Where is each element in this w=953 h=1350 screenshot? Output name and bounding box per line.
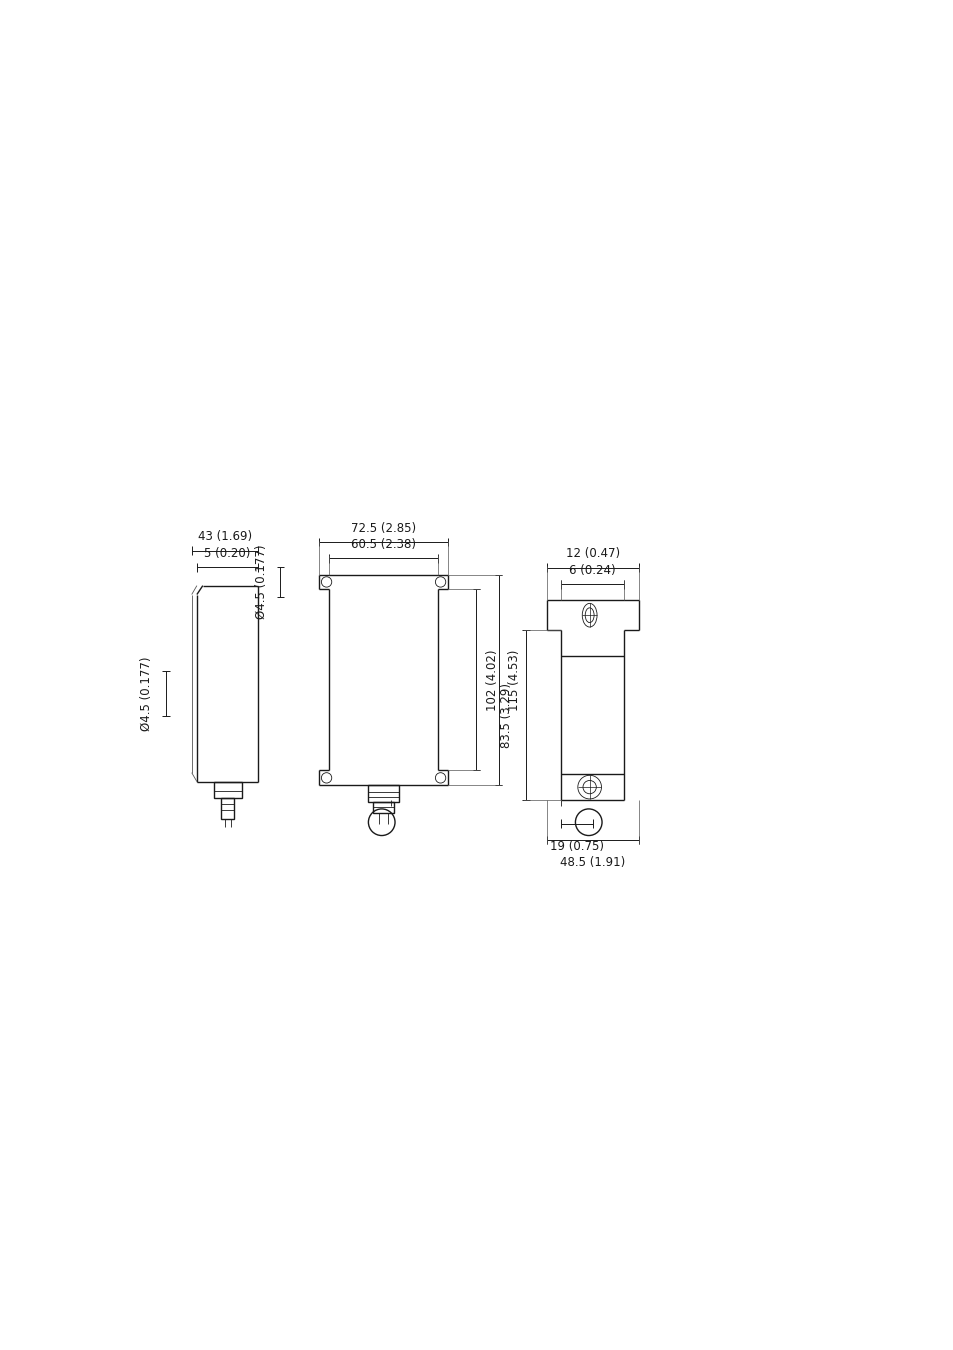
Bar [368,786,398,802]
Bar [373,802,394,813]
Text: 19 (0.75): 19 (0.75) [550,840,603,853]
Text: 6 (0.24): 6 (0.24) [569,564,616,576]
Text: 83.5 (3.29): 83.5 (3.29) [499,683,513,748]
Text: 5 (0.20): 5 (0.20) [204,547,251,560]
Text: 43 (1.69): 43 (1.69) [197,531,252,544]
Text: 102 (4.02): 102 (4.02) [485,649,498,710]
Bar [213,782,241,798]
Text: Ø4.5 (0.177): Ø4.5 (0.177) [140,656,153,730]
Bar [221,798,234,818]
Text: 12 (0.47): 12 (0.47) [565,548,619,560]
Text: 115 (4.53): 115 (4.53) [508,649,520,710]
Text: 48.5 (1.91): 48.5 (1.91) [559,856,625,869]
Text: 72.5 (2.85): 72.5 (2.85) [351,521,416,535]
Text: Ø4.5 (0.177): Ø4.5 (0.177) [254,544,268,620]
Text: 60.5 (2.38): 60.5 (2.38) [351,537,416,551]
